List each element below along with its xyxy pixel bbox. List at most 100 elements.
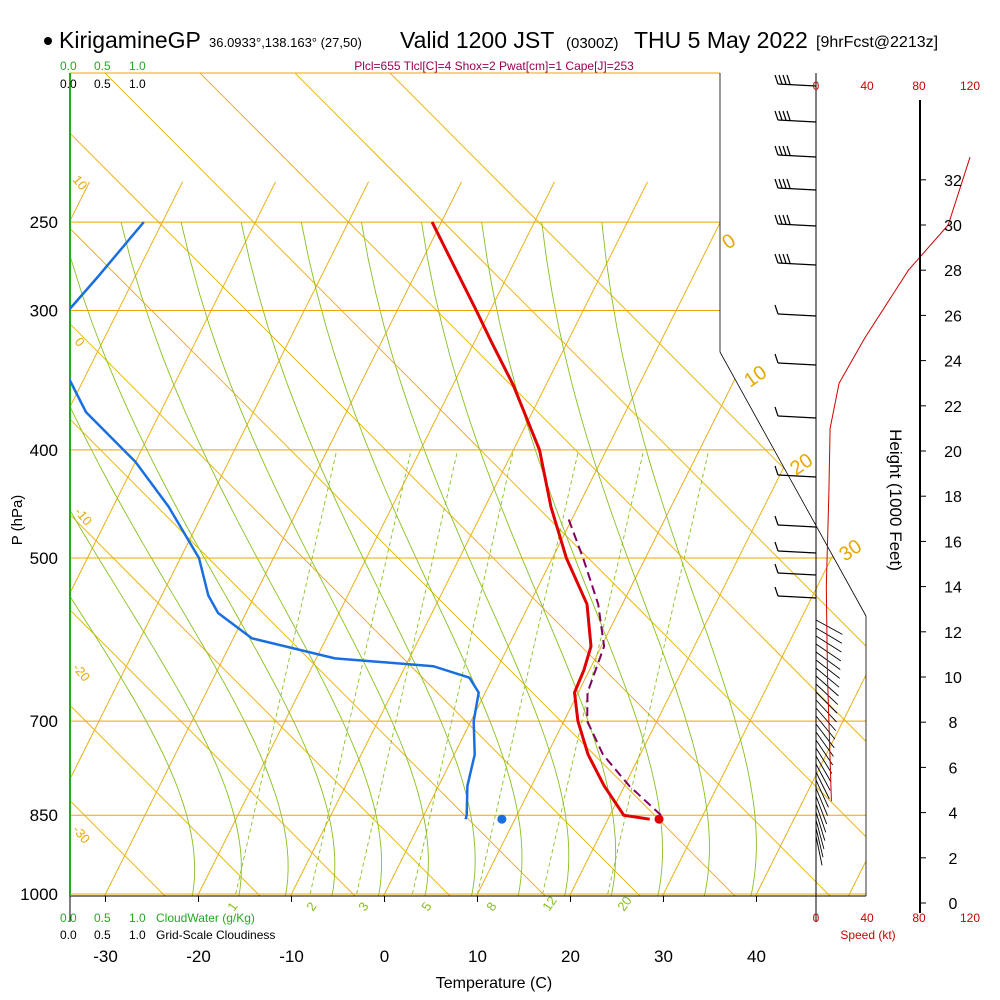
wind-barb-low	[815, 691, 838, 714]
pressure-tick-label: 300	[30, 301, 58, 320]
profiles	[70, 221, 664, 824]
wind-barb-staff	[777, 313, 817, 317]
wind-barb-low	[815, 795, 828, 825]
mixing-ratio-label: 2	[303, 899, 319, 914]
mixing-ratio-label: 8	[483, 899, 499, 914]
moist-adiabat-line	[70, 221, 336, 896]
wind-barb-feather	[782, 110, 787, 121]
dry-adiabat-line	[294, 73, 866, 896]
cloudiness-tick-top-0: 0.0	[60, 77, 77, 91]
mixing-ratio-line	[477, 449, 580, 895]
theta-label: 0	[718, 230, 740, 254]
mixing-ratio-line	[356, 449, 459, 895]
dewpoint-line	[70, 221, 481, 820]
wind-barb-feather	[782, 214, 787, 225]
isotherm-line	[372, 181, 741, 896]
cloud-scales: 0.0 0.5 1.0 0.0 0.5 1.0 0.0 0.5 1.0 Clou…	[60, 59, 275, 942]
wind-barb-low	[815, 835, 823, 866]
speed-tick-top-1: 40	[860, 79, 874, 93]
height-tick-label: 0	[949, 896, 958, 913]
height-tick-label: 18	[944, 489, 962, 506]
wind-barb-low	[815, 715, 836, 740]
speed-tick-bottom-0: 0	[813, 911, 820, 925]
isotherm-line	[279, 181, 648, 896]
mixing-ratio-line	[309, 449, 412, 895]
wind-barb-feather	[774, 563, 779, 574]
wind-barb-low	[815, 811, 826, 841]
wind-barb-low	[815, 651, 841, 671]
pressure-tick-label: 850	[30, 806, 58, 825]
dry-adiabat-line	[70, 73, 451, 896]
wind-barb-feather	[786, 253, 791, 264]
wind-barb-feather	[774, 541, 779, 552]
wind-barb-feather	[774, 253, 779, 264]
wind-barb-feather	[786, 145, 791, 156]
wind-barb-feather	[774, 353, 779, 364]
mixing-ratio-line	[607, 449, 710, 895]
wind-barb-low	[815, 787, 828, 816]
mixing-ratio-line	[411, 449, 514, 895]
speed-tick-top-0: 0	[813, 79, 820, 93]
moist-adiabat-line	[300, 222, 523, 896]
valid-date: THU 5 May 2022	[634, 27, 808, 53]
theta-label: 0	[72, 334, 88, 349]
moist-adiabat-line	[601, 222, 757, 896]
wind-barb-feather	[786, 214, 791, 225]
wind-barb-feather	[774, 74, 779, 85]
forecast-info: [9hrFcst@2213z]	[816, 34, 938, 51]
speed-tick-bottom-3: 120	[960, 911, 980, 925]
speed-tick-top-2: 80	[912, 79, 926, 93]
wind-barb-staff	[777, 83, 817, 87]
wind-barb-staff	[777, 362, 817, 366]
moist-adiabat-line	[120, 221, 383, 896]
plot-frame	[69, 72, 867, 922]
wind-barb-low	[815, 699, 837, 723]
moist-adiabat-line	[421, 222, 617, 896]
theta-label: -10	[72, 504, 96, 528]
theta-label: 30	[835, 535, 866, 566]
moist-adiabat-line	[481, 222, 663, 896]
temp-tick-label: 30	[654, 947, 673, 966]
cloudiness-tick-bottom-2: 1.0	[129, 928, 146, 942]
station-coords: 36.0933°,138.163° (27,50)	[209, 35, 362, 50]
parcel-indices: Plcl=655 Tlcl[C]=4 Shox=2 Pwat[cm]=1 Cap…	[354, 59, 634, 73]
y-axis-title: P (hPa)	[9, 495, 26, 546]
wind-barb-staff	[777, 524, 817, 528]
cloud-tick-bottom-2: 1.0	[129, 911, 146, 925]
station-dot	[44, 37, 52, 45]
wind-barb-staff	[777, 572, 817, 576]
theta-label: -20	[70, 660, 94, 684]
wind-barb-staff	[777, 119, 817, 123]
height-tick-label: 26	[944, 308, 962, 325]
wind-barb-staff	[777, 474, 817, 478]
wind-barb-low	[815, 803, 827, 833]
dry-adiabat-line	[104, 73, 866, 896]
height-tick-label: 22	[944, 399, 962, 416]
speed-label: Speed (kt)	[840, 928, 895, 942]
wind-barb-feather	[774, 465, 779, 476]
wind-barb-feather	[786, 110, 791, 121]
isotherm-line	[744, 181, 866, 896]
parcel-line	[567, 517, 662, 816]
cloudiness-label: Grid-Scale Cloudiness	[156, 928, 275, 942]
cloud-tick-bottom-0: 0.0	[60, 911, 77, 925]
wind-barb-feather	[778, 253, 783, 264]
surface-dew-dot	[497, 814, 507, 824]
height-tick-label: 10	[944, 670, 962, 687]
wind-barb-feather	[782, 74, 787, 85]
wind-barb-low	[815, 723, 835, 749]
speed-tick-top-3: 120	[960, 79, 980, 93]
header: KirigamineGP 36.0933°,138.163° (27,50) V…	[44, 27, 938, 73]
height-tick-label: 14	[944, 580, 962, 597]
wind-barb-feather	[782, 145, 787, 156]
moist-adiabat-line	[180, 221, 429, 896]
cloud-water-label: CloudWater (g/Kg)	[156, 911, 255, 925]
wind-barb-feather	[774, 304, 779, 315]
temp-tick-label: -10	[279, 947, 304, 966]
dry-adiabat-line	[70, 73, 641, 896]
isotherm-line	[93, 181, 462, 896]
wind-barb-feather	[774, 110, 779, 121]
temp-tick-label: -20	[186, 947, 211, 966]
